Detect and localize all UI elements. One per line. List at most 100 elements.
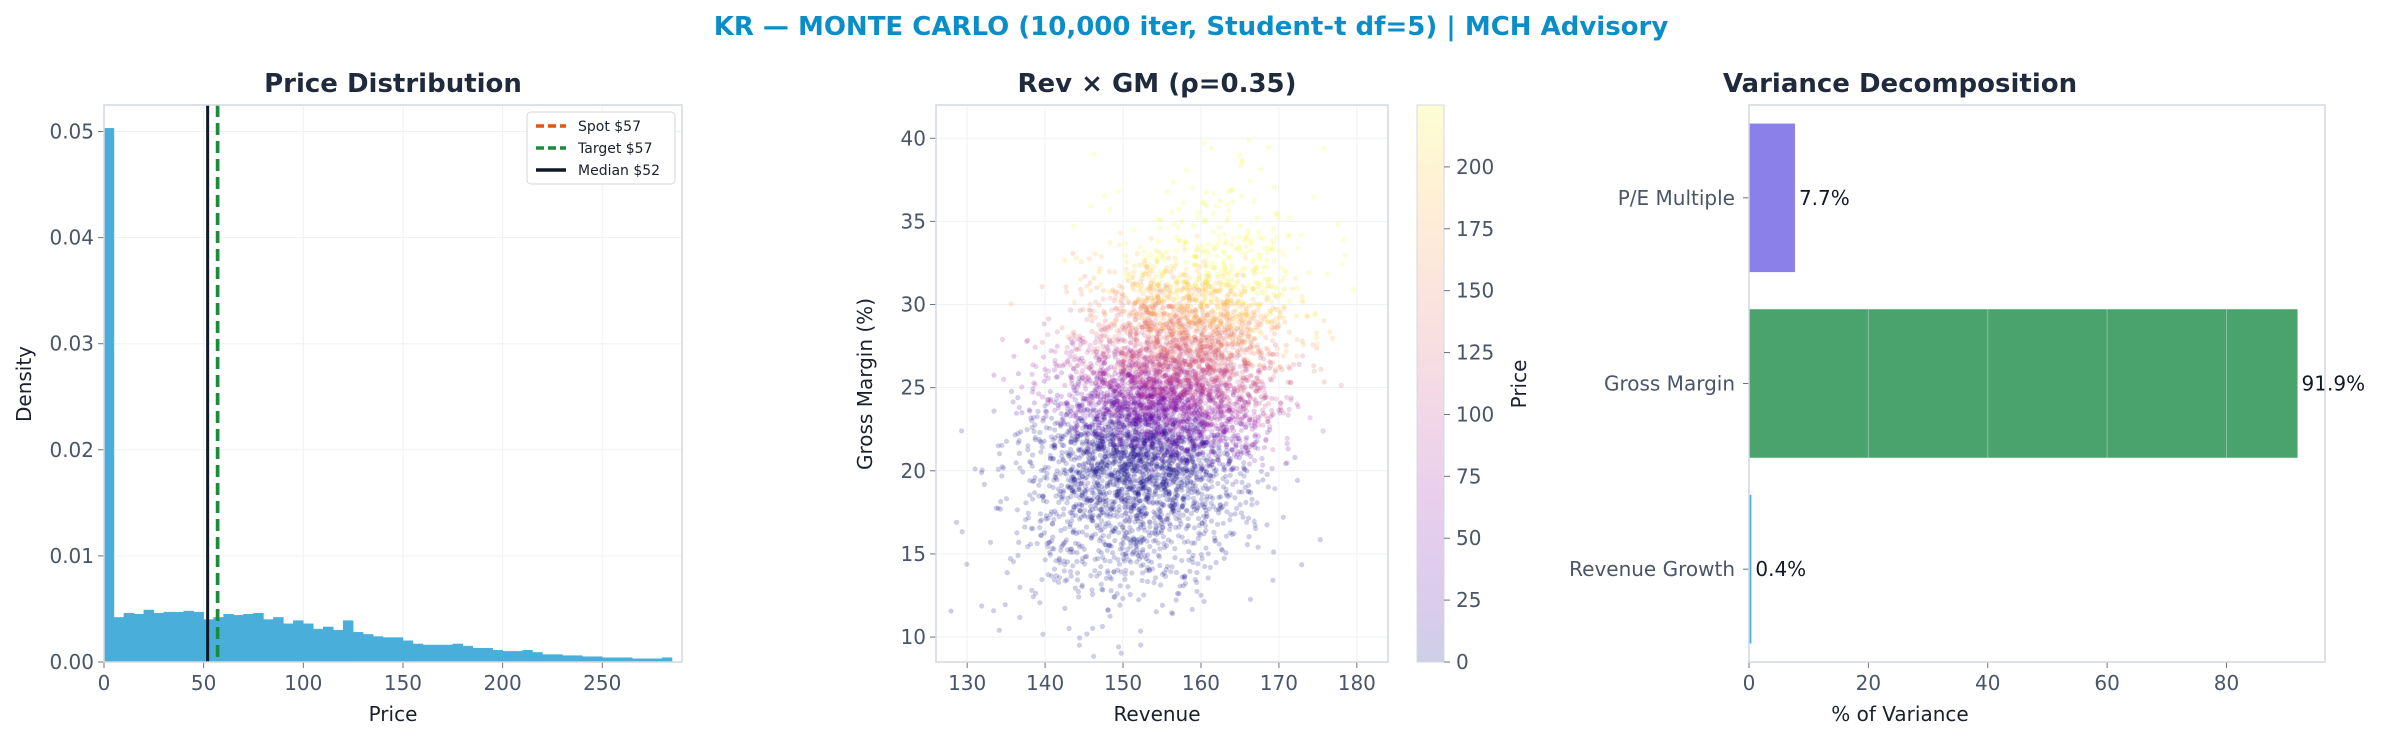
scatter-point: [1234, 505, 1240, 511]
scatter-point: [1132, 478, 1138, 484]
scatter-point: [1139, 440, 1145, 446]
scatter-point: [1188, 479, 1194, 485]
scatter-point: [1155, 359, 1161, 365]
scatter-point: [1204, 369, 1210, 375]
scatter-point: [1119, 285, 1125, 291]
scatter-point: [1223, 550, 1229, 556]
scatter-point: [1262, 389, 1268, 395]
y-axis-label: Density: [12, 346, 36, 422]
scatter-point: [1228, 299, 1234, 306]
scatter-point: [1182, 361, 1188, 367]
scatter-point: [1167, 418, 1173, 424]
scatter-point: [1265, 250, 1271, 256]
scatter-point: [1115, 188, 1121, 194]
scatter-point: [1240, 414, 1246, 420]
scatter-point: [1206, 392, 1212, 398]
scatter-point: [1253, 319, 1260, 325]
scatter-point: [1107, 514, 1113, 520]
scatter-point: [1161, 288, 1167, 294]
scatter-point: [1217, 502, 1223, 508]
scatter-point: [1099, 432, 1105, 439]
scatter-point: [1121, 358, 1127, 365]
scatter-point: [1027, 459, 1033, 465]
scatter-point: [1205, 414, 1211, 420]
scatter-point: [1166, 373, 1173, 379]
scatter-point: [1193, 453, 1199, 459]
scatter-point: [1147, 327, 1153, 333]
scatter-point: [1177, 366, 1183, 372]
scatter-point: [1249, 316, 1255, 322]
scatter-point: [1112, 433, 1118, 439]
scatter-point: [1197, 347, 1203, 353]
scatter-point: [1016, 404, 1022, 411]
scatter-point: [1178, 369, 1185, 375]
scatter-point: [1205, 436, 1211, 443]
scatter-point: [1237, 471, 1243, 477]
scatter-point: [1181, 497, 1187, 503]
scatter-point: [1220, 306, 1226, 312]
scatter-point: [1248, 383, 1254, 389]
scatter-point: [1163, 481, 1169, 487]
scatter-point: [1192, 291, 1198, 298]
scatter-point: [1222, 337, 1228, 343]
scatter-point: [1218, 399, 1224, 405]
scatter-point: [1097, 452, 1103, 458]
scatter-point: [1096, 269, 1102, 275]
x-tick-label: 50: [191, 671, 216, 695]
scatter-point: [1147, 355, 1153, 361]
scatter-point: [1106, 348, 1112, 354]
scatter-point: [1248, 247, 1254, 253]
scatter-point: [1077, 495, 1083, 501]
scatter-point: [1270, 226, 1276, 232]
scatter-point: [1183, 290, 1190, 296]
scatter-point: [1171, 358, 1177, 364]
scatter-point: [1189, 407, 1195, 413]
scatter-point: [1158, 405, 1165, 411]
scatter-point: [1076, 346, 1082, 352]
scatter-point: [1199, 388, 1205, 394]
scatter-point: [1193, 401, 1200, 407]
scatter-point: [1117, 602, 1123, 608]
scatter-point: [1056, 557, 1062, 563]
scatter-point: [1214, 244, 1220, 250]
scatter-point: [1039, 284, 1045, 290]
scatter-point: [1231, 331, 1237, 337]
scatter-point: [1177, 392, 1183, 398]
scatter-point: [1127, 418, 1133, 424]
scatter-point: [1210, 438, 1216, 445]
scatter-point: [1198, 249, 1204, 255]
scatter-point: [1116, 461, 1122, 467]
scatter-point: [1100, 456, 1106, 462]
scatter-point: [1087, 301, 1093, 307]
scatter-point: [1155, 427, 1161, 434]
scatter-point: [1075, 362, 1081, 368]
scatter-point: [1182, 389, 1189, 395]
scatter-point: [1065, 559, 1071, 565]
scatter-point: [1180, 330, 1187, 336]
scatter-point: [1147, 251, 1153, 257]
scatter-point: [1117, 230, 1123, 236]
scatter-point: [1149, 446, 1155, 452]
scatter-point: [1152, 433, 1158, 439]
scatter-point: [1170, 507, 1176, 513]
scatter-point: [1041, 530, 1047, 536]
scatter-point: [1195, 392, 1201, 398]
scatter-point: [1067, 568, 1074, 575]
scatter-point: [1064, 450, 1070, 456]
scatter-point: [1108, 588, 1114, 594]
scatter-point: [1114, 482, 1120, 489]
scatter-point: [1151, 370, 1157, 376]
scatter-point: [1198, 592, 1204, 598]
scatter-point: [1324, 271, 1330, 277]
scatter-point: [1089, 313, 1095, 319]
scatter-point: [1087, 307, 1093, 313]
scatter-point: [1170, 497, 1176, 503]
scatter-point: [1108, 576, 1114, 582]
scatter-point: [1274, 286, 1280, 292]
scatter-point: [1140, 486, 1146, 492]
scatter-point: [1320, 428, 1326, 434]
scatter-point: [1166, 405, 1172, 411]
scatter-point: [1194, 425, 1200, 432]
scatter-point: [1128, 442, 1134, 449]
scatter-point: [1134, 490, 1140, 497]
